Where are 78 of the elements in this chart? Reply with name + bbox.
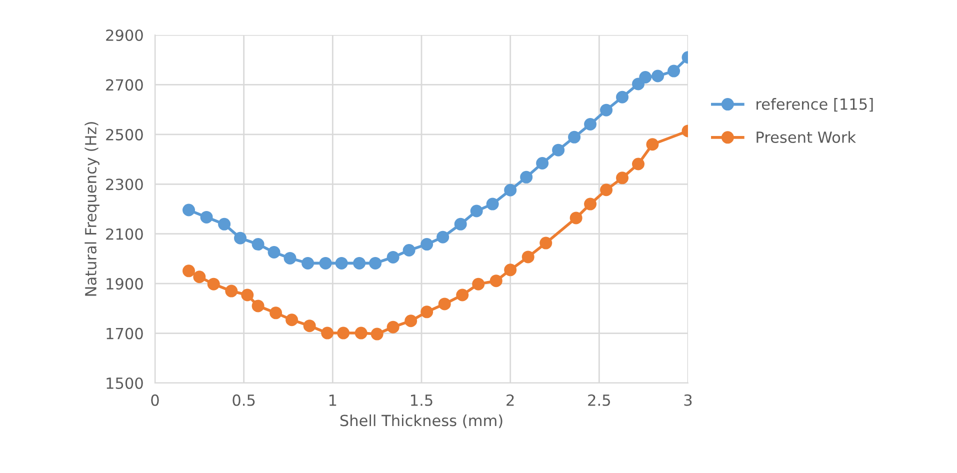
point xyxy=(402,244,416,257)
y-tick-label: 2700 xyxy=(106,79,143,91)
point xyxy=(522,250,534,264)
point xyxy=(319,256,332,270)
point xyxy=(486,198,499,210)
point xyxy=(456,288,469,302)
y-tick-label: 1500 xyxy=(106,377,143,390)
point xyxy=(504,184,517,196)
point xyxy=(616,90,629,104)
point xyxy=(540,236,552,250)
y-axis-title: Natural Frequency (Hz) xyxy=(84,122,100,296)
point xyxy=(302,256,314,270)
point xyxy=(337,326,350,340)
legend-label: reference [115] xyxy=(756,98,873,112)
y-tick-label: 2300 xyxy=(106,178,143,190)
point xyxy=(284,252,296,264)
point xyxy=(570,212,582,224)
point xyxy=(386,320,400,334)
point xyxy=(354,326,368,340)
point xyxy=(520,170,533,184)
point xyxy=(286,314,298,326)
y-tick-label: 2100 xyxy=(106,228,143,240)
point xyxy=(470,204,483,218)
legend-label: Present Work xyxy=(756,131,856,143)
point xyxy=(668,64,680,78)
point xyxy=(270,306,282,320)
point xyxy=(639,71,652,84)
point xyxy=(536,157,549,170)
x-tick-label: 2.5 xyxy=(588,394,610,406)
point xyxy=(420,238,434,251)
point xyxy=(386,250,400,264)
point xyxy=(404,314,418,328)
point xyxy=(616,172,629,184)
point xyxy=(218,218,231,230)
x-tick-label: 1 xyxy=(329,394,336,406)
y-tick-label: 1700 xyxy=(106,328,143,340)
y-tick-label: 1900 xyxy=(106,278,143,290)
x-tick-label: 3 xyxy=(684,394,692,406)
point xyxy=(552,144,565,156)
x-axis-title: Shell Thickness (mm) xyxy=(340,414,502,428)
point xyxy=(321,326,334,340)
point xyxy=(182,264,196,278)
point xyxy=(472,278,485,290)
point xyxy=(600,104,613,116)
point xyxy=(234,232,247,244)
point xyxy=(268,246,280,258)
x-tick-label: 1.5 xyxy=(411,394,432,406)
point xyxy=(252,238,264,251)
point xyxy=(490,274,502,288)
point xyxy=(193,270,206,284)
point xyxy=(504,264,517,276)
point xyxy=(370,328,384,340)
y-tick-label: 2500 xyxy=(106,128,143,140)
point xyxy=(632,158,645,170)
point xyxy=(303,320,316,332)
point xyxy=(241,288,254,302)
x-tick-label: 0.5 xyxy=(232,394,255,406)
point xyxy=(584,118,597,130)
x-tick-label: 0 xyxy=(151,394,159,406)
point xyxy=(335,256,348,270)
point xyxy=(568,130,581,144)
point xyxy=(200,210,213,224)
point xyxy=(369,256,382,270)
x-tick-label: 2 xyxy=(506,394,514,406)
point xyxy=(252,300,264,312)
y-tick-label: 2900 xyxy=(106,29,143,42)
point xyxy=(646,138,659,151)
point xyxy=(420,306,434,318)
point xyxy=(584,198,597,210)
point xyxy=(652,70,664,82)
point xyxy=(436,230,450,244)
point xyxy=(182,204,196,216)
point xyxy=(454,218,467,230)
point xyxy=(225,284,238,298)
point xyxy=(600,184,613,196)
point xyxy=(353,256,366,270)
point xyxy=(438,298,451,310)
point xyxy=(207,278,220,290)
